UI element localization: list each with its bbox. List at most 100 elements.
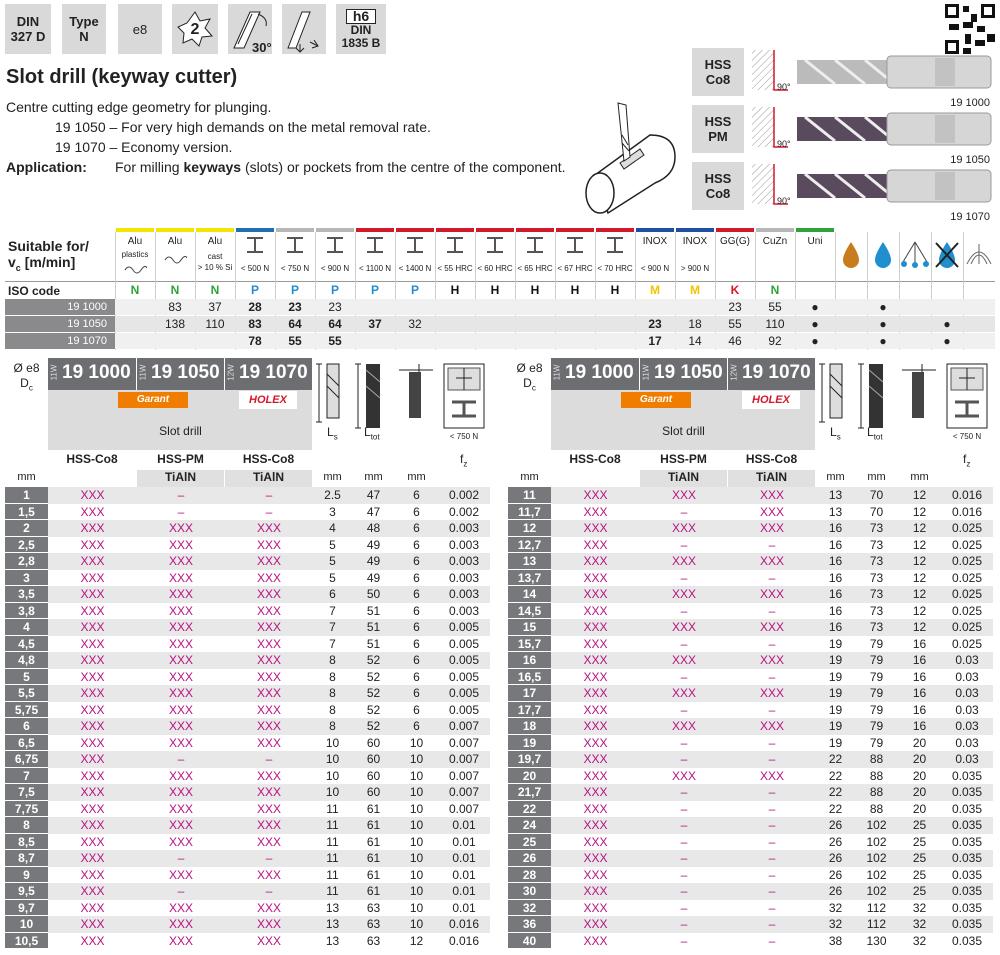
dc: 26 (508, 850, 551, 867)
row-bg (48, 916, 490, 933)
row-bg (551, 751, 993, 768)
dimension: 73 (869, 554, 884, 568)
dc: 40 (508, 932, 551, 949)
dimension: 0.035 (951, 818, 983, 832)
iso-code: H (490, 283, 500, 297)
availability: XXX (583, 587, 608, 601)
t: L (327, 425, 334, 439)
availability: XXX (256, 587, 281, 601)
t: D (523, 376, 532, 390)
tool-icon (395, 360, 438, 434)
dimension: 10 (325, 752, 340, 766)
row-bg (551, 850, 993, 867)
availability: XXX (759, 554, 784, 568)
dc: 12,7 (508, 536, 551, 553)
availability: – (680, 752, 688, 766)
dimension: 52 (366, 702, 381, 717)
dimension: 0.01 (452, 867, 476, 882)
color-bar (716, 228, 754, 232)
col-sep (195, 232, 196, 350)
col-sep (275, 232, 276, 350)
vc-value: 55 (328, 334, 342, 348)
vc-value: 78 (248, 334, 262, 348)
t: z (463, 459, 468, 469)
dimension: 79 (869, 719, 884, 733)
decor (327, 237, 343, 253)
coolant-value: ● (879, 300, 887, 314)
t: HSS (704, 171, 732, 186)
dimension: 61 (366, 851, 381, 865)
t: DIN (350, 22, 372, 37)
decor (797, 55, 992, 89)
article-number: 19 1070 (950, 211, 990, 223)
dimension: 26 (828, 867, 843, 882)
iso-code: N (170, 283, 180, 297)
decor (935, 242, 959, 268)
brand-garant: Garant (118, 392, 188, 408)
vc-value: 28 (248, 300, 262, 314)
dimension: 0.005 (448, 620, 480, 634)
material-icon (123, 262, 148, 276)
tool-icon (816, 360, 855, 434)
dimension: 0.007 (448, 719, 480, 733)
dimension: 26 (828, 818, 843, 832)
availability: – (177, 488, 185, 502)
dimension: 20 (912, 768, 927, 783)
color-bar (356, 228, 394, 232)
dimension: 0.03 (955, 702, 979, 717)
decor (752, 107, 774, 147)
decor (946, 363, 988, 429)
dimension: 6 (413, 719, 420, 733)
decor (912, 262, 918, 268)
availability: – (680, 702, 688, 717)
decor (902, 364, 936, 418)
coating: TiAlN (640, 470, 727, 487)
dimension: 32 (912, 917, 927, 931)
article-number: 19 1050 (950, 154, 990, 166)
coolant-icon (867, 238, 899, 272)
title: Slot drill (keyway cutter) (6, 66, 238, 88)
availability: XXX (168, 917, 193, 931)
t: Suitable for/ (8, 238, 89, 254)
dimension: 20 (912, 801, 927, 816)
dc: 15 (508, 619, 551, 636)
availability: – (680, 537, 688, 552)
dc: 4,8 (5, 652, 48, 669)
dimension: 73 (869, 570, 884, 585)
decor (257, 13, 267, 27)
decor (935, 115, 955, 143)
dimension: 10 (325, 735, 340, 750)
dimension: 49 (366, 537, 381, 552)
dimension: 88 (869, 801, 884, 816)
t: tot (873, 432, 883, 442)
availability: – (768, 752, 776, 766)
dimension: 0.01 (452, 900, 476, 915)
t: c (28, 383, 33, 393)
coolant-value: ● (879, 334, 887, 348)
dimension: 52 (366, 719, 381, 733)
dimension: 61 (366, 867, 381, 882)
t: HSS (704, 114, 732, 129)
t: 2 (190, 20, 200, 38)
dimension: 0.003 (448, 603, 480, 618)
decor (295, 39, 319, 53)
dimension: 38 (828, 933, 843, 948)
availability: XXX (671, 488, 696, 502)
t: Co8 (705, 186, 731, 201)
color-bar (116, 228, 154, 232)
iso-code: N (130, 283, 140, 297)
row-bg (48, 586, 490, 603)
col-label: CuZn (762, 236, 788, 247)
availability: XXX (671, 686, 696, 700)
iso-code: M (650, 283, 660, 297)
t: PM (708, 129, 728, 144)
availability: XXX (80, 653, 105, 667)
dimension: 16 (912, 636, 927, 651)
decor (901, 241, 929, 268)
availability: XXX (759, 620, 784, 634)
dimension: 6 (413, 521, 420, 535)
dc: 3,8 (5, 602, 48, 619)
availability: XXX (256, 636, 281, 651)
decor (752, 50, 788, 91)
dimension: 51 (366, 620, 381, 634)
